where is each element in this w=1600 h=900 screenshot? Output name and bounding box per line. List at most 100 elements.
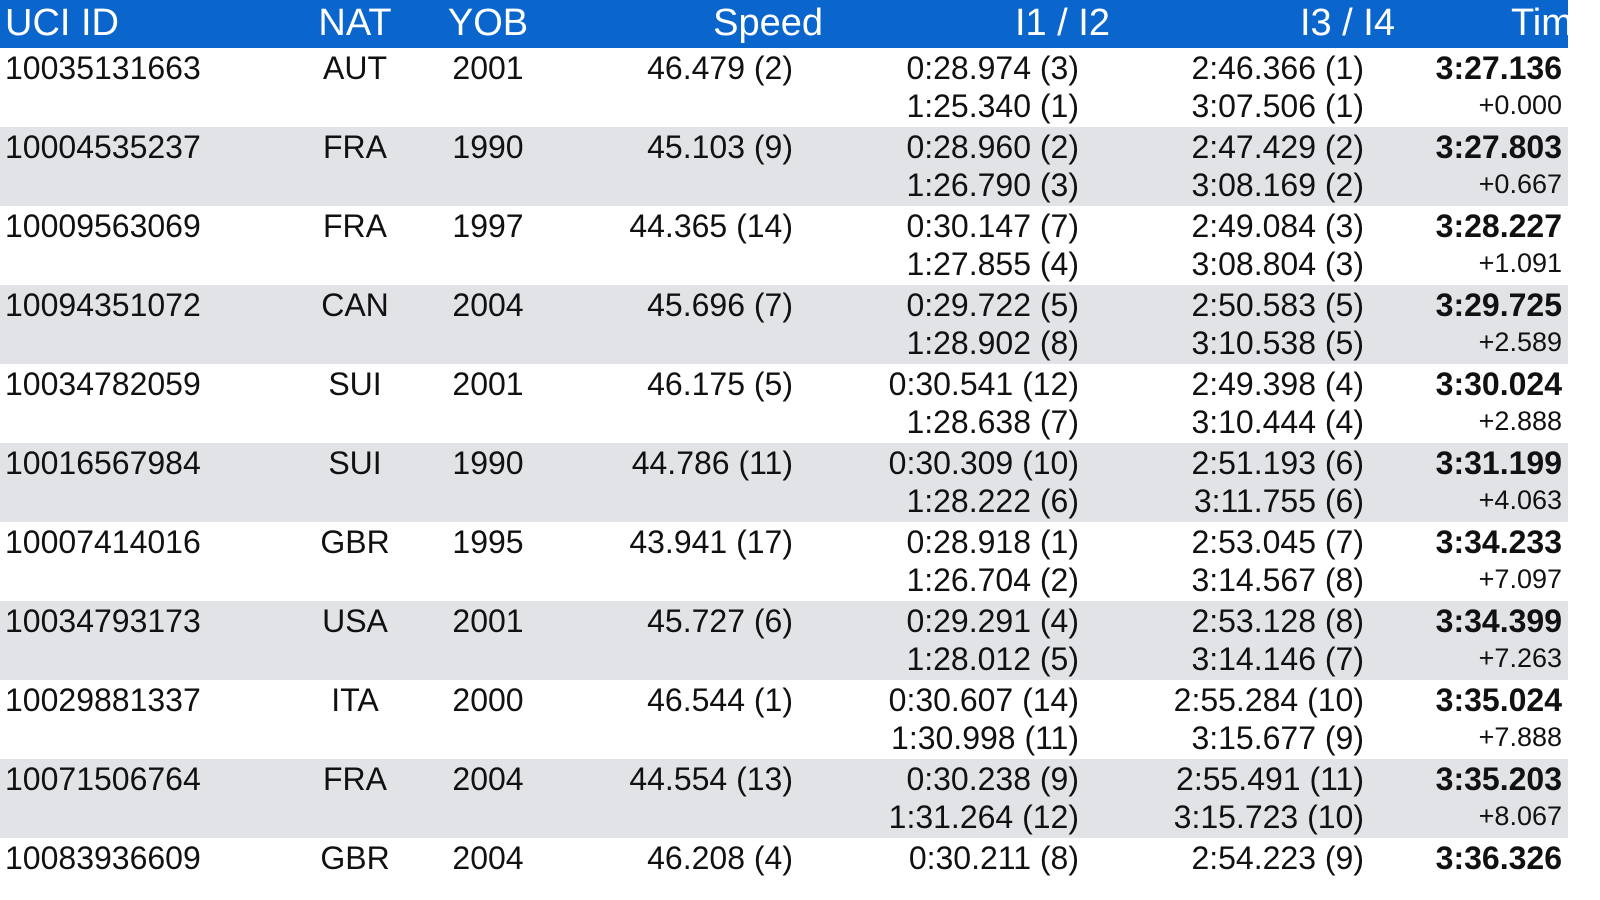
split-i1: 0:28.974 (3) bbox=[906, 50, 1079, 86]
uci-id: 10083936609 bbox=[5, 840, 201, 876]
split-i4: 3:08.169 (2) bbox=[1191, 167, 1364, 203]
uci-id: 10094351072 bbox=[5, 287, 201, 323]
speed: 43.941 (17) bbox=[629, 524, 793, 560]
split-i3: 2:54.223 (9) bbox=[1191, 840, 1364, 876]
time-gap: +7.097 bbox=[1478, 564, 1562, 594]
nationality: CAN bbox=[321, 287, 389, 323]
nationality: GBR bbox=[320, 524, 390, 560]
finish-time: 3:30.024 bbox=[1435, 366, 1562, 402]
split-i4: 3:07.506 (1) bbox=[1191, 88, 1364, 124]
speed: 44.365 (14) bbox=[629, 208, 793, 244]
split-i3: 2:51.193 (6) bbox=[1191, 445, 1364, 481]
split-i4: 3:11.755 (6) bbox=[1193, 483, 1364, 519]
finish-time: 3:34.399 bbox=[1435, 603, 1562, 639]
nationality: FRA bbox=[323, 761, 387, 797]
split-i3: 2:49.084 (3) bbox=[1191, 208, 1364, 244]
finish-time: 3:36.326 bbox=[1435, 840, 1562, 876]
nationality: SUI bbox=[328, 366, 382, 402]
nationality: AUT bbox=[323, 50, 387, 86]
nationality: SUI bbox=[328, 445, 382, 481]
column-header: NAT bbox=[318, 2, 392, 44]
speed: 44.554 (13) bbox=[629, 761, 793, 797]
speed: 45.103 (9) bbox=[647, 129, 793, 165]
speed: 44.786 (11) bbox=[631, 445, 793, 481]
column-header: Time bbox=[1510, 2, 1594, 44]
time-gap: +0.000 bbox=[1478, 90, 1562, 120]
result-row: 10094351072 CAN 2004 45.696 (7) 0:29.722 (5)… bbox=[0, 285, 1568, 364]
split-i1: 0:28.960 (2) bbox=[906, 129, 1079, 165]
result-row: 10004535237 FRA 1990 45.103 (9) 0:28.960 (2)… bbox=[0, 127, 1568, 206]
split-i1: 0:30.541 (12) bbox=[888, 366, 1079, 402]
uci-id: 10009563069 bbox=[5, 208, 201, 244]
speed: 45.727 (6) bbox=[647, 603, 793, 639]
split-i1: 0:30.309 (10) bbox=[888, 445, 1079, 481]
year-of-birth: 1995 bbox=[452, 524, 524, 560]
time-gap: +4.063 bbox=[1478, 485, 1562, 515]
year-of-birth: 1990 bbox=[452, 129, 524, 165]
year-of-birth: 2004 bbox=[452, 287, 524, 323]
uci-id: 10007414016 bbox=[5, 524, 201, 560]
column-header: YOB bbox=[447, 2, 529, 44]
split-i1: 0:29.722 (5) bbox=[906, 287, 1079, 323]
year-of-birth: 2001 bbox=[452, 50, 524, 86]
split-i4: 3:14.146 (7) bbox=[1191, 641, 1364, 677]
split-i3: 2:53.128 (8) bbox=[1191, 603, 1364, 639]
finish-time: 3:27.136 bbox=[1435, 50, 1562, 86]
split-i1: 0:28.918 (1) bbox=[906, 524, 1079, 560]
split-i2: 1:28.902 (8) bbox=[906, 325, 1079, 361]
split-i3: 2:47.429 (2) bbox=[1191, 129, 1364, 165]
uci-id: 10034793173 bbox=[5, 603, 201, 639]
result-row: 10071506764 FRA 2004 44.554 (13) 0:30.238 (9… bbox=[0, 759, 1568, 838]
speed: 45.696 (7) bbox=[647, 287, 793, 323]
split-i4: 3:14.567 (8) bbox=[1191, 562, 1364, 598]
result-row: 10034793173 USA 2001 45.727 (6) 0:29.291 (4)… bbox=[0, 601, 1568, 680]
year-of-birth: 2001 bbox=[452, 603, 524, 639]
time-gap: +7.263 bbox=[1478, 643, 1562, 673]
uci-id: 10016567984 bbox=[5, 445, 201, 481]
uci-id: 10004535237 bbox=[5, 129, 201, 165]
year-of-birth: 2000 bbox=[452, 682, 524, 718]
split-i2: 1:31.264 (12) bbox=[888, 799, 1079, 835]
uci-id: 10029881337 bbox=[5, 682, 201, 718]
split-i3: 2:53.045 (7) bbox=[1191, 524, 1364, 560]
result-row: 10034782059 SUI 2001 46.175 (5) 0:30.541 (12… bbox=[0, 364, 1568, 443]
split-i2: 1:28.222 (6) bbox=[906, 483, 1079, 519]
column-header: Speed bbox=[713, 2, 823, 44]
uci-id: 10071506764 bbox=[5, 761, 201, 797]
split-i4: 3:10.538 (5) bbox=[1191, 325, 1364, 361]
year-of-birth: 2004 bbox=[452, 840, 524, 876]
split-i2: 1:25.340 (1) bbox=[906, 88, 1079, 124]
split-i1: 0:30.607 (14) bbox=[888, 682, 1079, 718]
split-i2: 1:26.704 (2) bbox=[906, 562, 1079, 598]
uci-id: 10034782059 bbox=[5, 366, 201, 402]
split-i2: 1:27.855 (4) bbox=[906, 246, 1079, 282]
finish-time: 3:34.233 bbox=[1435, 524, 1562, 560]
result-row: 10009563069 FRA 1997 44.365 (14) 0:30.147 (7… bbox=[0, 206, 1568, 285]
split-i4: 3:10.444 (4) bbox=[1191, 404, 1364, 440]
split-i1: 0:30.238 (9) bbox=[906, 761, 1079, 797]
finish-time: 3:35.203 bbox=[1435, 761, 1562, 797]
nationality: FRA bbox=[323, 208, 387, 244]
split-i2: 1:26.790 (3) bbox=[906, 167, 1079, 203]
year-of-birth: 1990 bbox=[452, 445, 524, 481]
split-i4: 3:08.804 (3) bbox=[1191, 246, 1364, 282]
result-row: 10029881337 ITA 2000 46.544 (1) 0:30.607 (14… bbox=[0, 680, 1568, 759]
split-i3: 2:55.491 (11) bbox=[1176, 761, 1364, 797]
split-i4: 3:15.723 (10) bbox=[1173, 799, 1364, 835]
nationality: GBR bbox=[320, 840, 390, 876]
finish-time: 3:29.725 bbox=[1435, 287, 1562, 323]
result-row: 10007414016 GBR 1995 43.941 (17) 0:28.918 (1… bbox=[0, 522, 1568, 601]
split-i3: 2:50.583 (5) bbox=[1191, 287, 1364, 323]
time-gap: +1.091 bbox=[1478, 248, 1562, 278]
split-i3: 2:49.398 (4) bbox=[1191, 366, 1364, 402]
split-i1: 0:30.147 (7) bbox=[906, 208, 1079, 244]
finish-time: 3:31.199 bbox=[1435, 445, 1562, 481]
split-i2: 1:30.998 (11) bbox=[891, 720, 1079, 756]
result-row: 10035131663 AUT 2001 46.479 (2) 0:28.974 (3)… bbox=[0, 48, 1568, 127]
header-bar bbox=[0, 0, 1568, 48]
time-gap: +2.589 bbox=[1478, 327, 1562, 357]
split-i1: 0:29.291 (4) bbox=[906, 603, 1079, 639]
result-row: 10016567984 SUI 1990 44.786 (11) 0:30.309 (1… bbox=[0, 443, 1568, 522]
column-header: I3 / I4 bbox=[1299, 2, 1395, 44]
